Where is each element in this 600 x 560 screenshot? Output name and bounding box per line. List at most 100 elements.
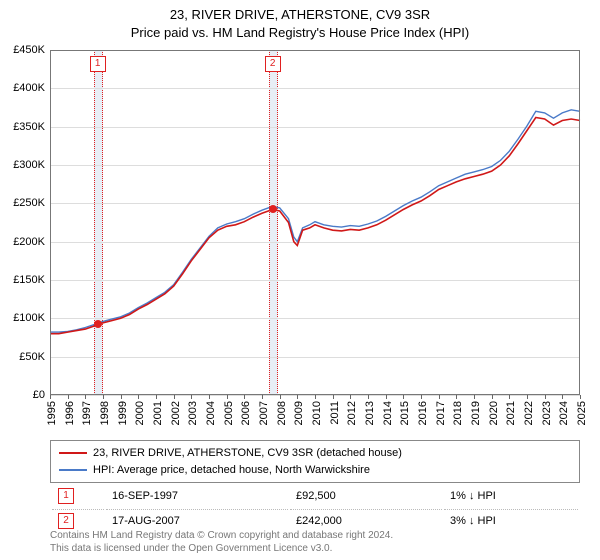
x-axis-label: 2010 <box>311 401 323 425</box>
sale-index-box: 1 <box>58 488 74 504</box>
x-axis-label: 1999 <box>117 401 129 425</box>
x-axis-label: 2020 <box>488 401 500 425</box>
legend-label-hpi: HPI: Average price, detached house, Nort… <box>93 462 370 479</box>
x-tickmark <box>562 395 563 399</box>
x-axis-label: 2005 <box>223 401 235 425</box>
x-axis-label: 2014 <box>382 401 394 425</box>
y-axis-label: £450K <box>13 44 45 56</box>
title-subtitle: Price paid vs. HM Land Registry's House … <box>0 24 600 42</box>
x-tickmark <box>280 395 281 399</box>
x-tickmark <box>439 395 440 399</box>
title-address: 23, RIVER DRIVE, ATHERSTONE, CV9 3SR <box>0 6 600 24</box>
x-tickmark <box>103 395 104 399</box>
y-axis-label: £0 <box>33 389 45 401</box>
y-axis-label: £350K <box>13 121 45 133</box>
sale-number-box: 1 <box>90 56 106 72</box>
x-tickmark <box>174 395 175 399</box>
sale-date: 16-SEP-1997 <box>106 485 288 507</box>
x-axis-label: 2008 <box>276 401 288 425</box>
x-axis-label: 2001 <box>152 401 164 425</box>
sales-table: 116-SEP-1997£92,5001% ↓ HPI217-AUG-2007£… <box>50 483 580 534</box>
x-axis-label: 2019 <box>470 401 482 425</box>
y-axis-label: £150K <box>13 274 45 286</box>
y-axis-label: £50K <box>19 351 45 363</box>
legend-swatch-hpi <box>59 469 87 471</box>
legend-swatch-property <box>59 452 87 454</box>
x-axis-label: 2025 <box>576 401 588 425</box>
legend: 23, RIVER DRIVE, ATHERSTONE, CV9 3SR (de… <box>50 440 580 483</box>
title-block: 23, RIVER DRIVE, ATHERSTONE, CV9 3SR Pri… <box>0 0 600 42</box>
x-axis-label: 2002 <box>170 401 182 425</box>
x-tickmark <box>209 395 210 399</box>
x-tickmark <box>85 395 86 399</box>
sale-index-box: 2 <box>58 513 74 529</box>
x-tickmark <box>297 395 298 399</box>
x-axis-label: 2013 <box>364 401 376 425</box>
legend-row-property: 23, RIVER DRIVE, ATHERSTONE, CV9 3SR (de… <box>59 445 571 462</box>
x-axis-label: 2018 <box>452 401 464 425</box>
x-axis-label: 1998 <box>99 401 111 425</box>
series-hpi <box>50 110 580 332</box>
x-axis-label: 2000 <box>134 401 146 425</box>
legend-row-hpi: HPI: Average price, detached house, Nort… <box>59 462 571 479</box>
x-tickmark <box>580 395 581 399</box>
x-axis-label: 2017 <box>435 401 447 425</box>
series-property <box>50 118 580 334</box>
sale-marker <box>94 320 102 328</box>
x-axis-label: 2022 <box>523 401 535 425</box>
x-tickmark <box>227 395 228 399</box>
x-tickmark <box>368 395 369 399</box>
chart-container: 23, RIVER DRIVE, ATHERSTONE, CV9 3SR Pri… <box>0 0 600 560</box>
sale-number-box: 2 <box>265 56 281 72</box>
y-axis-label: £100K <box>13 312 45 324</box>
x-axis-label: 1995 <box>46 401 58 425</box>
x-tickmark <box>333 395 334 399</box>
x-axis-label: 2023 <box>541 401 553 425</box>
x-axis-label: 2004 <box>205 401 217 425</box>
x-tickmark <box>50 395 51 399</box>
x-tickmark <box>492 395 493 399</box>
x-tickmark <box>386 395 387 399</box>
x-tickmark <box>156 395 157 399</box>
x-axis-label: 2003 <box>187 401 199 425</box>
x-tickmark <box>315 395 316 399</box>
x-axis-label: 2021 <box>505 401 517 425</box>
x-axis-label: 2024 <box>558 401 570 425</box>
x-tickmark <box>191 395 192 399</box>
line-series <box>50 50 580 395</box>
y-axis-label: £200K <box>13 236 45 248</box>
y-axis-label: £400K <box>13 82 45 94</box>
x-tickmark <box>244 395 245 399</box>
x-tickmark <box>121 395 122 399</box>
y-axis-label: £300K <box>13 159 45 171</box>
x-tickmark <box>68 395 69 399</box>
x-tickmark <box>403 395 404 399</box>
x-axis-label: 2009 <box>293 401 305 425</box>
y-axis-label: £250K <box>13 197 45 209</box>
x-tickmark <box>350 395 351 399</box>
footer-line1: Contains HM Land Registry data © Crown c… <box>50 529 580 542</box>
x-axis-label: 1996 <box>64 401 76 425</box>
x-axis-label: 2006 <box>240 401 252 425</box>
x-axis-label: 2011 <box>329 401 341 425</box>
x-tickmark <box>527 395 528 399</box>
x-tickmark <box>138 395 139 399</box>
x-tickmark <box>262 395 263 399</box>
sale-delta: 1% ↓ HPI <box>444 485 578 507</box>
x-tickmark <box>474 395 475 399</box>
x-tickmark <box>509 395 510 399</box>
x-tickmark <box>456 395 457 399</box>
x-axis-label: 2012 <box>346 401 358 425</box>
x-tickmark <box>421 395 422 399</box>
x-axis-label: 2007 <box>258 401 270 425</box>
x-axis-label: 2015 <box>399 401 411 425</box>
footer: Contains HM Land Registry data © Crown c… <box>50 529 580 555</box>
table-row: 1 16-SEP-1997£92,5001% ↓ HPI <box>52 485 578 507</box>
x-tickmark <box>545 395 546 399</box>
legend-label-property: 23, RIVER DRIVE, ATHERSTONE, CV9 3SR (de… <box>93 445 402 462</box>
sale-price: £92,500 <box>290 485 442 507</box>
sale-marker <box>269 205 277 213</box>
x-axis-label: 2016 <box>417 401 429 425</box>
footer-line2: This data is licensed under the Open Gov… <box>50 542 580 555</box>
chart-area: 12 £0£50K£100K£150K£200K£250K£300K£350K£… <box>50 50 580 395</box>
